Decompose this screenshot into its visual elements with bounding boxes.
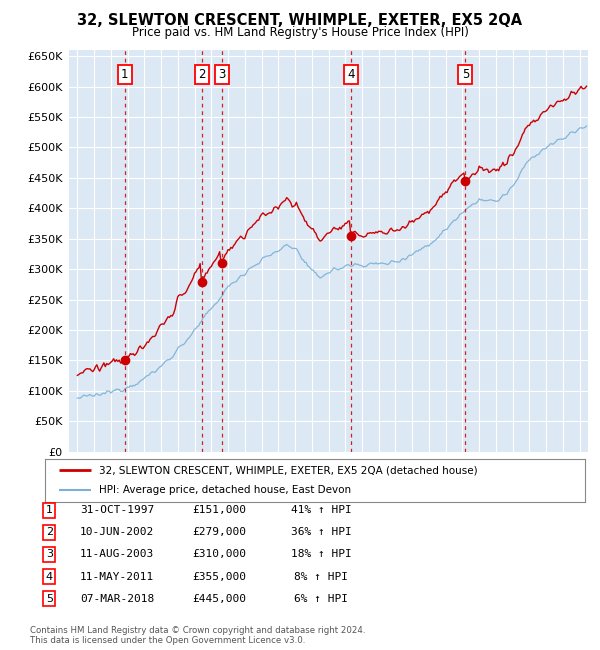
Text: 41% ↑ HPI: 41% ↑ HPI: [290, 505, 352, 515]
Text: Contains HM Land Registry data © Crown copyright and database right 2024.
This d: Contains HM Land Registry data © Crown c…: [30, 626, 365, 645]
Text: 36% ↑ HPI: 36% ↑ HPI: [290, 527, 352, 538]
Text: 10-JUN-2002: 10-JUN-2002: [80, 527, 154, 538]
Text: 8% ↑ HPI: 8% ↑ HPI: [294, 571, 348, 582]
Text: 4: 4: [46, 571, 53, 582]
Text: 18% ↑ HPI: 18% ↑ HPI: [290, 549, 352, 560]
Text: 2: 2: [46, 527, 53, 538]
Text: 07-MAR-2018: 07-MAR-2018: [80, 593, 154, 604]
Text: 3: 3: [218, 68, 225, 81]
Text: 11-AUG-2003: 11-AUG-2003: [80, 549, 154, 560]
Text: 2: 2: [198, 68, 206, 81]
Text: 32, SLEWTON CRESCENT, WHIMPLE, EXETER, EX5 2QA: 32, SLEWTON CRESCENT, WHIMPLE, EXETER, E…: [77, 13, 523, 28]
Text: £151,000: £151,000: [192, 505, 246, 515]
Text: 1: 1: [46, 505, 53, 515]
Text: £445,000: £445,000: [192, 593, 246, 604]
Text: 31-OCT-1997: 31-OCT-1997: [80, 505, 154, 515]
Text: 4: 4: [347, 68, 355, 81]
Text: £310,000: £310,000: [192, 549, 246, 560]
Text: 32, SLEWTON CRESCENT, WHIMPLE, EXETER, EX5 2QA (detached house): 32, SLEWTON CRESCENT, WHIMPLE, EXETER, E…: [99, 465, 478, 476]
Text: 3: 3: [46, 549, 53, 560]
Text: 1: 1: [121, 68, 128, 81]
Text: 5: 5: [462, 68, 469, 81]
Text: £279,000: £279,000: [192, 527, 246, 538]
Text: HPI: Average price, detached house, East Devon: HPI: Average price, detached house, East…: [99, 485, 351, 495]
Text: £355,000: £355,000: [192, 571, 246, 582]
Text: Price paid vs. HM Land Registry's House Price Index (HPI): Price paid vs. HM Land Registry's House …: [131, 26, 469, 39]
Text: 6% ↑ HPI: 6% ↑ HPI: [294, 593, 348, 604]
Text: 5: 5: [46, 593, 53, 604]
Text: 11-MAY-2011: 11-MAY-2011: [80, 571, 154, 582]
